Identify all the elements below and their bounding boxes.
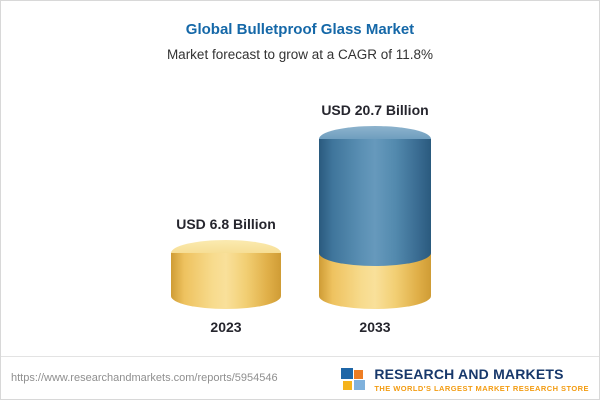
brand-text: RESEARCH AND MARKETS THE WORLD'S LARGEST…	[374, 365, 589, 393]
brand-name: RESEARCH AND MARKETS	[374, 365, 564, 382]
brand-logo: RESEARCH AND MARKETS THE WORLD'S LARGEST…	[341, 365, 589, 393]
cylinder-body-2023	[171, 253, 281, 309]
value-label-2023: USD 6.8 Billion	[176, 216, 276, 232]
cylinder-upper-segment-2033	[319, 139, 431, 266]
report-url: https://www.researchandmarkets.com/repor…	[11, 372, 278, 384]
cylinder-2023	[171, 240, 281, 309]
brand-tagline: THE WORLD'S LARGEST MARKET RESEARCH STOR…	[374, 384, 589, 393]
category-label-2023: 2023	[210, 319, 242, 335]
bar-group-2023: USD 6.8 Billion 2023	[171, 216, 281, 335]
value-label-2033: USD 20.7 Billion	[321, 102, 429, 118]
chart-subtitle: Market forecast to grow at a CAGR of 11.…	[166, 47, 434, 62]
footer-divider	[1, 356, 599, 357]
chart-title: Global Bulletproof Glass Market	[185, 21, 415, 38]
bar-group-2033: USD 20.7 Billion 2033	[319, 102, 431, 335]
research-and-markets-logo-icon	[341, 367, 366, 390]
chart-header: Global Bulletproof Glass Market Market f…	[1, 1, 599, 62]
category-label-2033: 2033	[359, 319, 391, 335]
cylinder-2033	[319, 126, 431, 309]
